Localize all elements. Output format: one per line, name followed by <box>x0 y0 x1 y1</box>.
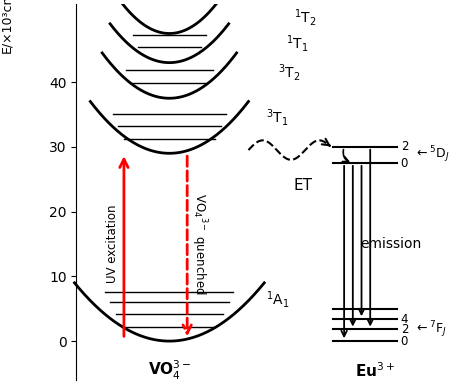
Text: $^1$T$_2$: $^1$T$_2$ <box>294 7 317 28</box>
Text: $^1$T$_1$: $^1$T$_1$ <box>286 33 309 54</box>
Text: $\leftarrow$$^7$F$_J$: $\leftarrow$$^7$F$_J$ <box>414 319 447 340</box>
Text: 4: 4 <box>401 313 408 326</box>
Text: UV excitation: UV excitation <box>106 205 118 283</box>
Y-axis label: E/×10³cm⁻¹: E/×10³cm⁻¹ <box>0 0 13 53</box>
Text: VO$_4$$^{3-}$ quenched: VO$_4$$^{3-}$ quenched <box>189 193 209 295</box>
Text: ET: ET <box>294 178 313 193</box>
Text: 0: 0 <box>401 156 408 170</box>
Text: 2: 2 <box>401 323 408 336</box>
Text: $^3$T$_1$: $^3$T$_1$ <box>266 107 289 128</box>
Text: $^1$A$_1$: $^1$A$_1$ <box>266 289 290 310</box>
Text: emission: emission <box>360 237 421 251</box>
Text: VO$_4^{3-}$: VO$_4^{3-}$ <box>147 359 191 382</box>
Text: 2: 2 <box>401 140 408 153</box>
Text: $^3$T$_2$: $^3$T$_2$ <box>278 62 301 83</box>
Text: Eu$^{3+}$: Eu$^{3+}$ <box>355 361 395 379</box>
Text: 0: 0 <box>401 334 408 348</box>
Text: $\leftarrow$$^5$D$_J$: $\leftarrow$$^5$D$_J$ <box>414 145 450 165</box>
